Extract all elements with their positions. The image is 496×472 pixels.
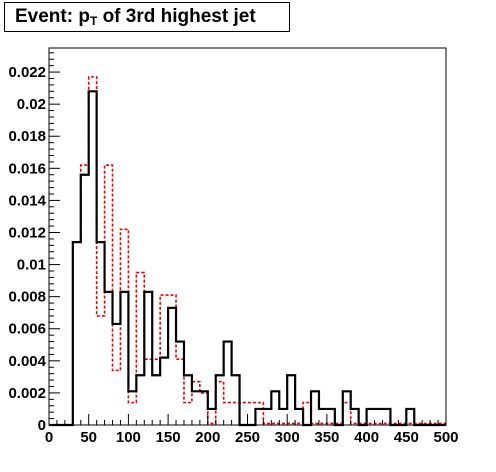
x-tick-label: 50 xyxy=(80,429,97,446)
series-layer xyxy=(49,76,446,427)
title-suffix: of 3rd highest jet xyxy=(97,6,256,27)
histogram-title-box: Event: pT of 3rd highest jet xyxy=(4,2,290,32)
y-tick-label: 0.014 xyxy=(8,192,46,209)
y-tick-label: 0.004 xyxy=(8,353,46,370)
title-subscript: T xyxy=(89,14,98,28)
x-tick-label: 350 xyxy=(314,429,339,446)
y-tick-label: 0.01 xyxy=(17,257,46,274)
y-tick-label: 0.002 xyxy=(8,385,46,402)
y-tick-label: 0.012 xyxy=(8,224,46,241)
x-tick-label: 200 xyxy=(195,429,220,446)
x-tick-label: 0 xyxy=(45,429,53,446)
axis-layer: 0 50 100 150 200 250 300 350 400 450 500 0 0.002 0.00… xyxy=(8,52,459,446)
y-tick-label: 0.02 xyxy=(17,96,46,113)
x-tick-label: 500 xyxy=(433,429,458,446)
x-tick-label: 450 xyxy=(394,429,419,446)
y-tick-label: 0.018 xyxy=(8,128,46,145)
histogram-title: Event: pT of 3rd highest jet xyxy=(15,6,256,28)
y-tick-label: 0.008 xyxy=(8,289,46,306)
y-tick-label: 0 xyxy=(38,417,46,434)
plot-frame xyxy=(48,47,447,426)
y-tick-label: 0.022 xyxy=(8,64,46,81)
y-tick-label: 0.016 xyxy=(8,160,46,177)
histogram-series-solid xyxy=(49,90,446,427)
x-tick-label: 100 xyxy=(116,429,141,446)
y-tick-label: 0.006 xyxy=(8,321,46,338)
x-tick-label: 150 xyxy=(156,429,181,446)
histogram-series-dashed xyxy=(49,76,446,426)
x-tick-label: 300 xyxy=(275,429,300,446)
title-prefix: Event: p xyxy=(15,6,90,27)
x-tick-label: 400 xyxy=(354,429,379,446)
x-tick-label: 250 xyxy=(235,429,260,446)
